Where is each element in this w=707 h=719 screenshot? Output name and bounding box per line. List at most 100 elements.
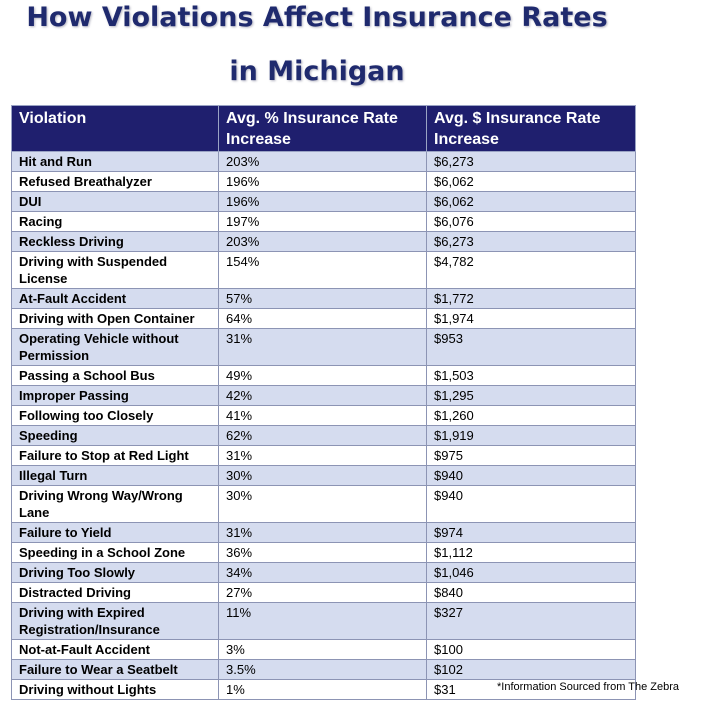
violations-table: Violation Avg. % Insurance Rate Increase… xyxy=(11,105,636,700)
percent-increase-cell: 34% xyxy=(218,562,427,583)
table-row: Driving Too Slowly 34% $1,046 xyxy=(11,562,636,583)
percent-increase-cell: 197% xyxy=(218,211,427,232)
violation-cell: Speeding in a School Zone xyxy=(11,542,219,563)
percent-increase-cell: 30% xyxy=(218,465,427,486)
table-row: Distracted Driving 27% $840 xyxy=(11,582,636,603)
violation-cell: Passing a School Bus xyxy=(11,365,219,386)
percent-increase-cell: 31% xyxy=(218,445,427,466)
table-row: Failure to Yield 31% $974 xyxy=(11,522,636,543)
table-row: Speeding in a School Zone 36% $1,112 xyxy=(11,542,636,563)
dollar-increase-cell: $6,062 xyxy=(426,191,636,212)
dollar-increase-cell: $1,260 xyxy=(426,405,636,426)
violation-cell: DUI xyxy=(11,191,219,212)
percent-increase-cell: 31% xyxy=(218,522,427,543)
table-row: Not-at-Fault Accident 3% $100 xyxy=(11,639,636,660)
table-row: Refused Breathalyzer 196% $6,062 xyxy=(11,171,636,192)
dollar-increase-cell: $940 xyxy=(426,465,636,486)
table-row: DUI 196% $6,062 xyxy=(11,191,636,212)
dollar-increase-cell: $840 xyxy=(426,582,636,603)
dollar-increase-cell: $31 xyxy=(426,679,636,700)
table-row: Speeding 62% $1,919 xyxy=(11,425,636,446)
percent-increase-cell: 154% xyxy=(218,251,427,289)
dollar-increase-cell: $327 xyxy=(426,602,636,640)
violation-cell: Driving Wrong Way/Wrong Lane xyxy=(11,485,219,523)
table-row: Improper Passing 42% $1,295 xyxy=(11,385,636,406)
dollar-increase-cell: $1,974 xyxy=(426,308,636,329)
column-header-violation: Violation xyxy=(11,105,219,152)
table-row: Following too Closely 41% $1,260 xyxy=(11,405,636,426)
percent-increase-cell: 11% xyxy=(218,602,427,640)
violation-cell: Driving with Suspended License xyxy=(11,251,219,289)
dollar-increase-cell: $975 xyxy=(426,445,636,466)
table-row: Reckless Driving 203% $6,273 xyxy=(11,231,636,252)
dollar-increase-cell: $6,076 xyxy=(426,211,636,232)
dollar-increase-cell: $102 xyxy=(426,659,636,680)
table-row: Operating Vehicle without Permission 31% $… xyxy=(11,328,636,366)
dollar-increase-cell: $100 xyxy=(426,639,636,660)
dollar-increase-cell: $1,772 xyxy=(426,288,636,309)
violation-cell: Driving with Expired Registration/Insura… xyxy=(11,602,219,640)
violation-cell: Following too Closely xyxy=(11,405,219,426)
dollar-increase-cell: $1,503 xyxy=(426,365,636,386)
percent-increase-cell: 64% xyxy=(218,308,427,329)
percent-increase-cell: 31% xyxy=(218,328,427,366)
dollar-increase-cell: $6,273 xyxy=(426,231,636,252)
violation-cell: Improper Passing xyxy=(11,385,219,406)
dollar-increase-cell: $940 xyxy=(426,485,636,523)
page-title: How Violations Affect Insurance Rates xyxy=(26,2,608,33)
table-row: Driving with Suspended License 154% $4,782 xyxy=(11,251,636,289)
percent-increase-cell: 203% xyxy=(218,231,427,252)
dollar-increase-cell: $974 xyxy=(426,522,636,543)
percent-increase-cell: 1% xyxy=(218,679,427,700)
violation-cell: Racing xyxy=(11,211,219,232)
page-subtitle: in Michigan xyxy=(229,56,405,87)
percent-increase-cell: 57% xyxy=(218,288,427,309)
table-row: Hit and Run 203% $6,273 xyxy=(11,151,636,172)
violation-cell: Speeding xyxy=(11,425,219,446)
percent-increase-cell: 49% xyxy=(218,365,427,386)
percent-increase-cell: 62% xyxy=(218,425,427,446)
table-row: At-Fault Accident 57% $1,772 xyxy=(11,288,636,309)
dollar-increase-cell: $4,782 xyxy=(426,251,636,289)
percent-increase-cell: 30% xyxy=(218,485,427,523)
violation-cell: Illegal Turn xyxy=(11,465,219,486)
violation-cell: Distracted Driving xyxy=(11,582,219,603)
source-footnote: *Information Sourced from The Zebra xyxy=(497,681,679,693)
table-header-row: Violation Avg. % Insurance Rate Increase… xyxy=(11,105,636,152)
table-row: Driving Wrong Way/Wrong Lane 30% $940 xyxy=(11,485,636,523)
percent-increase-cell: 196% xyxy=(218,191,427,212)
table-row: Driving with Expired Registration/Insura… xyxy=(11,602,636,640)
percent-increase-cell: 3.5% xyxy=(218,659,427,680)
violation-cell: Not-at-Fault Accident xyxy=(11,639,219,660)
table-body: Hit and Run 203% $6,273 Refused Breathalyze… xyxy=(11,151,636,700)
table-row: Passing a School Bus 49% $1,503 xyxy=(11,365,636,386)
violation-cell: Operating Vehicle without Permission xyxy=(11,328,219,366)
percent-increase-cell: 196% xyxy=(218,171,427,192)
violation-cell: Refused Breathalyzer xyxy=(11,171,219,192)
dollar-increase-cell: $953 xyxy=(426,328,636,366)
table-row: Driving with Open Container 64% $1,974 xyxy=(11,308,636,329)
dollar-increase-cell: $6,062 xyxy=(426,171,636,192)
percent-increase-cell: 41% xyxy=(218,405,427,426)
table-row: Racing 197% $6,076 xyxy=(11,211,636,232)
violation-cell: Reckless Driving xyxy=(11,231,219,252)
violation-cell: Driving without Lights xyxy=(11,679,219,700)
table-row: Failure to Stop at Red Light 31% $975 xyxy=(11,445,636,466)
column-header-percent-increase: Avg. % Insurance Rate Increase xyxy=(218,105,427,152)
dollar-increase-cell: $1,919 xyxy=(426,425,636,446)
violation-cell: Failure to Wear a Seatbelt xyxy=(11,659,219,680)
violation-cell: At-Fault Accident xyxy=(11,288,219,309)
table-row: Illegal Turn 30% $940 xyxy=(11,465,636,486)
percent-increase-cell: 36% xyxy=(218,542,427,563)
dollar-increase-cell: $1,295 xyxy=(426,385,636,406)
dollar-increase-cell: $6,273 xyxy=(426,151,636,172)
column-header-dollar-increase: Avg. $ Insurance Rate Increase xyxy=(426,105,636,152)
table-row: Failure to Wear a Seatbelt 3.5% $102 xyxy=(11,659,636,680)
violation-cell: Driving Too Slowly xyxy=(11,562,219,583)
percent-increase-cell: 203% xyxy=(218,151,427,172)
dollar-increase-cell: $1,112 xyxy=(426,542,636,563)
violation-cell: Failure to Stop at Red Light xyxy=(11,445,219,466)
violation-cell: Driving with Open Container xyxy=(11,308,219,329)
violation-cell: Hit and Run xyxy=(11,151,219,172)
violation-cell: Failure to Yield xyxy=(11,522,219,543)
